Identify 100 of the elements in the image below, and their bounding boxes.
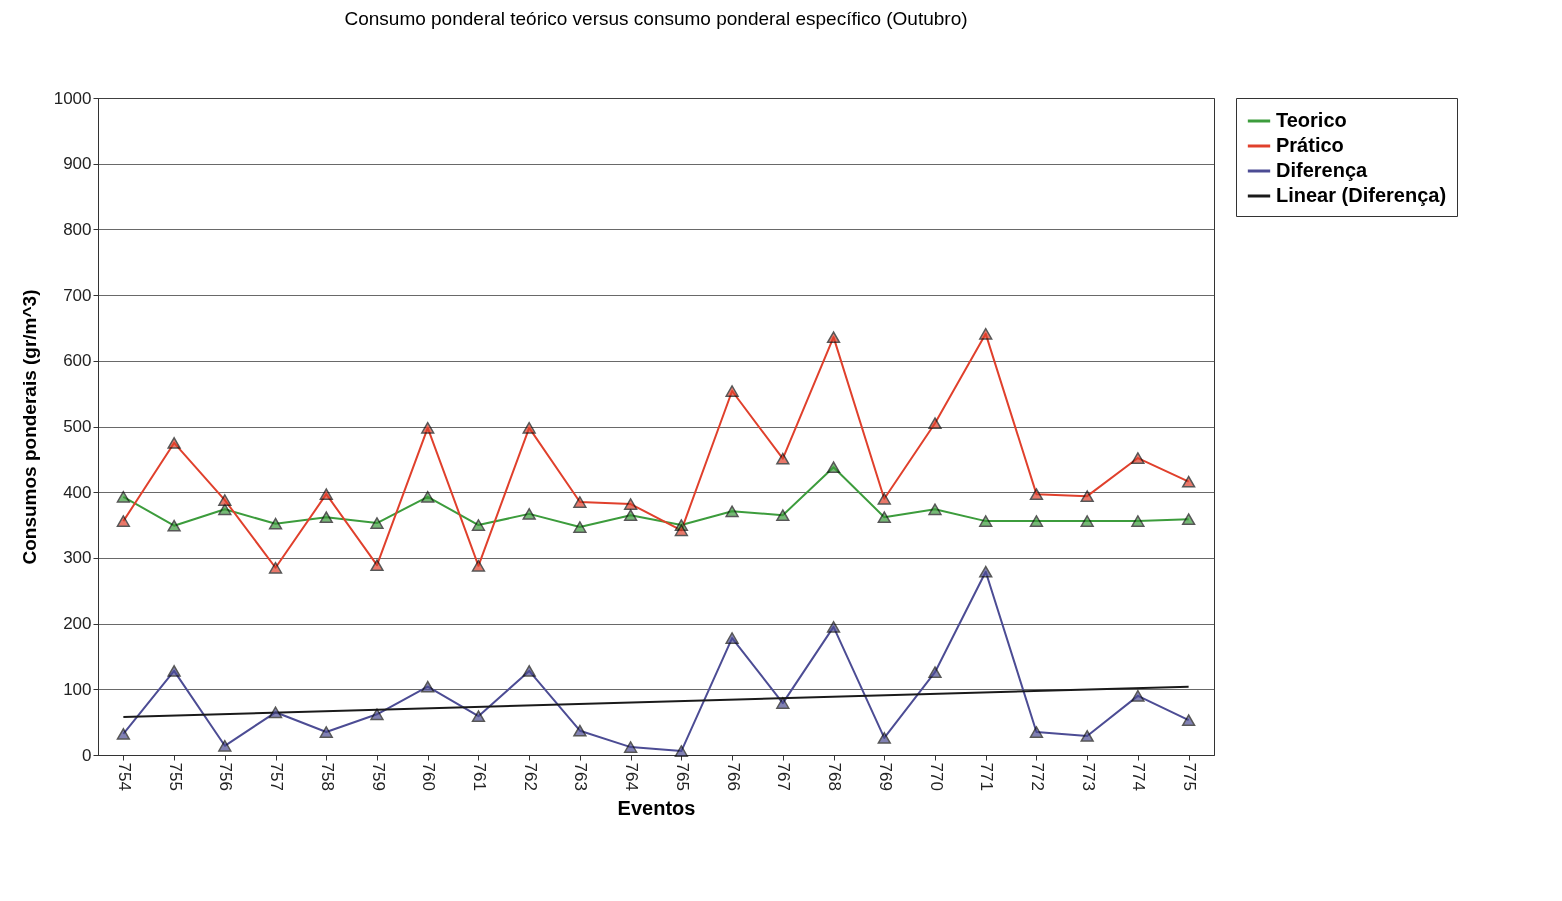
x-tick-label: 760 <box>419 762 439 791</box>
point <box>1029 726 1044 738</box>
x-tick-label: 754 <box>114 762 134 791</box>
y-tick-label: 100 <box>63 679 92 699</box>
point <box>421 680 435 693</box>
point <box>1181 714 1196 727</box>
point <box>471 710 486 723</box>
x-tick-label: 755 <box>165 762 185 791</box>
x-tick-label: 768 <box>825 762 845 791</box>
point <box>421 490 435 503</box>
x-tick-label: 756 <box>216 762 236 791</box>
point <box>319 726 333 738</box>
x-tick-label: 770 <box>926 762 946 791</box>
point <box>573 496 587 508</box>
point <box>928 666 942 679</box>
point <box>877 732 891 744</box>
point <box>167 519 181 532</box>
point <box>471 559 486 572</box>
x-tick-label: 769 <box>875 762 895 791</box>
chart-title: Consumo ponderal teórico versus consumo ponderal específico (Outubro) <box>344 8 968 29</box>
point <box>218 503 232 516</box>
x-axis-title: Eventos <box>617 796 696 819</box>
point <box>826 621 841 633</box>
point <box>167 665 181 677</box>
x-tick-label: 771 <box>977 762 997 791</box>
point <box>1131 515 1145 527</box>
point <box>1080 515 1094 527</box>
point <box>1181 475 1196 488</box>
legend-label: Linear (Diferença) <box>1276 184 1447 206</box>
point <box>674 745 689 757</box>
point <box>1131 690 1145 702</box>
y-tick-label: 1000 <box>53 88 92 108</box>
x-tick-label: 762 <box>520 762 540 791</box>
x-tick-label: 772 <box>1027 762 1047 791</box>
point <box>573 521 587 533</box>
x-tick-label: 758 <box>317 762 337 791</box>
y-tick-label: 800 <box>63 219 92 239</box>
y-tick-label: 400 <box>63 482 92 502</box>
y-tick-label: 200 <box>63 614 92 634</box>
x-tick-label: 761 <box>469 762 489 791</box>
legend-label: Teorico <box>1276 109 1347 131</box>
point <box>928 417 942 430</box>
point <box>1131 452 1145 464</box>
legend-label: Diferença <box>1276 159 1369 181</box>
point <box>116 490 131 503</box>
point <box>370 517 384 529</box>
x-tick-label: 766 <box>723 762 743 791</box>
y-axis-title: Consumos ponderais (gr/m^3) <box>18 289 40 565</box>
x-tick-label: 763 <box>571 762 591 791</box>
point <box>573 724 587 737</box>
point <box>471 519 486 531</box>
point <box>522 665 536 677</box>
point <box>421 421 435 434</box>
point <box>268 706 283 719</box>
point <box>725 505 739 518</box>
x-tick-label: 775 <box>1180 762 1200 791</box>
point <box>1080 490 1094 503</box>
point <box>979 565 993 578</box>
point <box>623 741 638 753</box>
point <box>522 421 536 434</box>
point <box>116 515 131 527</box>
y-tick-label: 600 <box>63 351 92 371</box>
y-tick-label: 300 <box>63 548 92 568</box>
point <box>877 492 891 505</box>
point <box>268 561 283 574</box>
y-tick-label: 0 <box>82 745 92 765</box>
x-tick-label: 757 <box>267 762 287 791</box>
x-tick-label: 773 <box>1078 762 1098 791</box>
point <box>776 452 790 465</box>
point <box>1029 488 1044 501</box>
x-tick-label: 759 <box>368 762 388 791</box>
x-tick-label: 767 <box>774 762 794 791</box>
point <box>877 511 891 524</box>
point <box>218 739 232 752</box>
point <box>826 461 841 474</box>
point <box>1080 730 1094 742</box>
x-tick-label: 765 <box>672 762 692 791</box>
point <box>1029 515 1044 527</box>
y-tick-label: 700 <box>63 285 92 305</box>
point <box>522 508 536 520</box>
point <box>979 515 993 527</box>
point <box>725 385 739 397</box>
point <box>370 708 384 721</box>
point <box>218 494 232 506</box>
point <box>370 559 384 571</box>
point <box>116 728 131 740</box>
point <box>928 503 942 516</box>
point <box>623 509 638 522</box>
point <box>776 697 790 709</box>
legend-label: Prático <box>1276 134 1344 156</box>
point <box>319 511 333 524</box>
point <box>268 517 283 530</box>
point <box>826 331 841 344</box>
x-tick-label: 774 <box>1129 762 1149 791</box>
point <box>623 498 638 510</box>
point <box>725 632 739 644</box>
point <box>167 437 181 449</box>
y-tick-label: 900 <box>63 154 92 174</box>
y-tick-label: 500 <box>63 417 92 436</box>
point <box>776 509 790 522</box>
